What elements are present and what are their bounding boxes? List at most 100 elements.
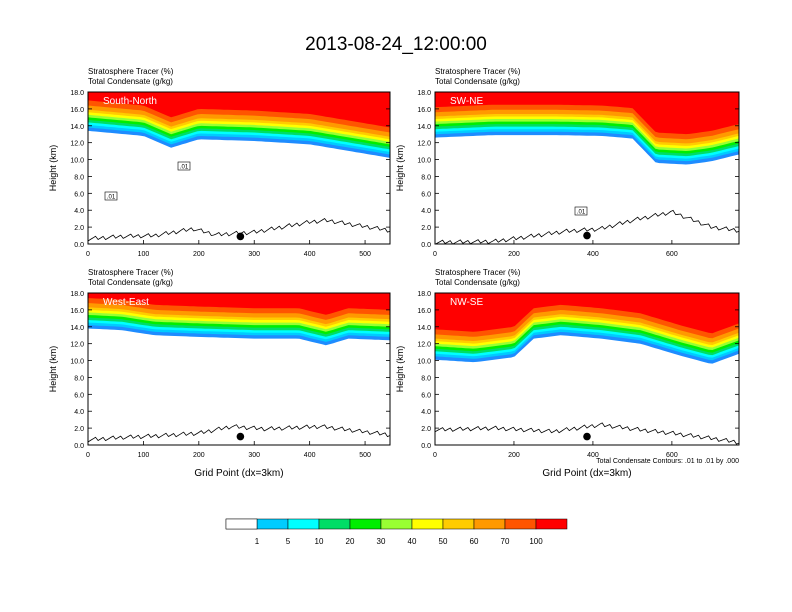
plot-area — [435, 293, 739, 445]
y-tick-label: 0.0 — [74, 443, 84, 450]
y-tick-label: 12.0 — [70, 141, 84, 148]
y-tick-label: 12.0 — [417, 141, 431, 148]
x-tick-label: 400 — [304, 251, 316, 258]
colorbar-segment — [318, 518, 351, 530]
y-tick-label: 12.0 — [70, 342, 84, 349]
field-label: Stratosphere Tracer (%) — [435, 67, 521, 76]
y-tick-label: 16.0 — [70, 308, 84, 315]
x-tick-label: 400 — [587, 452, 599, 459]
x-tick-label: 200 — [508, 452, 520, 459]
terrain-line — [435, 209, 739, 244]
y-tick-label: 18.0 — [417, 90, 431, 97]
colorbar-tick-label: 20 — [346, 537, 355, 546]
y-tick-label: 14.0 — [417, 124, 431, 131]
x-tick-label: 200 — [193, 452, 205, 459]
y-tick-label: 14.0 — [417, 325, 431, 332]
panel-label: SW-NE — [450, 96, 483, 107]
x-axis-label: Grid Point (dx=3km) — [542, 468, 631, 479]
y-tick-label: 2.0 — [74, 426, 84, 433]
x-tick-label: 600 — [666, 251, 678, 258]
y-tick-label: 8.0 — [421, 174, 431, 181]
colorbar-tick-label: 50 — [439, 537, 448, 546]
y-tick-label: 2.0 — [421, 426, 431, 433]
y-tick-label: 8.0 — [74, 174, 84, 181]
y-tick-label: 18.0 — [70, 90, 84, 97]
colorbar-segment — [225, 518, 258, 530]
colorbar-segment — [411, 518, 444, 530]
plot-area — [435, 92, 739, 244]
colorbar: 1 5 10 20 30 40 50 60 70 100 — [225, 518, 568, 546]
y-tick-label: 6.0 — [421, 191, 431, 198]
x-tick-label: 200 — [508, 251, 520, 258]
y-tick-label: 12.0 — [417, 342, 431, 349]
y-tick-label: 10.0 — [417, 359, 431, 366]
y-tick-label: 14.0 — [70, 325, 84, 332]
colorbar-segment — [504, 518, 537, 530]
contour-label-box — [574, 206, 588, 216]
y-tick-label: 18.0 — [70, 291, 84, 298]
location-marker — [583, 432, 591, 441]
y-tick-label: 0.0 — [421, 242, 431, 249]
terrain-line — [435, 422, 739, 445]
plot-frame — [87, 292, 391, 446]
location-marker — [236, 232, 245, 241]
contour-label: Total Condensate (g/kg) — [435, 77, 520, 86]
y-tick-label: 10.0 — [417, 158, 431, 165]
x-axis-label: Grid Point (dx=3km) — [194, 468, 283, 479]
tracer-band-100 — [88, 293, 390, 315]
y-tick-label: 0.0 — [74, 242, 84, 249]
x-tick-label: 500 — [359, 452, 371, 459]
x-tick-label: 500 — [359, 251, 371, 258]
contour-note: Total Condensate Contours: .01 to .01 by… — [596, 458, 739, 465]
colorbar-tick-label: 100 — [529, 537, 543, 546]
contour-label-text: .01 — [577, 210, 586, 216]
contour-label-box — [104, 191, 118, 201]
y-tick-label: 6.0 — [74, 191, 84, 198]
y-tick-label: 6.0 — [74, 392, 84, 399]
field-label: Stratosphere Tracer (%) — [435, 268, 521, 277]
x-tick-label: 400 — [304, 452, 316, 459]
y-tick-label: 4.0 — [421, 409, 431, 416]
tracer-band-100 — [435, 293, 739, 334]
colorbar-segment — [473, 518, 506, 530]
x-tick-label: 200 — [193, 251, 205, 258]
tracer-band-100 — [435, 92, 739, 135]
y-tick-label: 4.0 — [74, 409, 84, 416]
x-tick-label: 0 — [433, 452, 437, 459]
y-tick-label: 14.0 — [70, 124, 84, 131]
y-tick-label: 10.0 — [70, 158, 84, 165]
x-tick-label: 100 — [138, 452, 150, 459]
colorbar-segment — [287, 518, 320, 530]
panel-sw-ne: SW-NE Stratosphere Tracer (%)Total Conden… — [395, 67, 740, 258]
plot-area — [88, 92, 390, 242]
colorbar-segment — [256, 518, 289, 530]
x-tick-label: 600 — [666, 452, 678, 459]
colorbar-tick-label: 60 — [470, 537, 479, 546]
contour-label-box — [177, 161, 191, 171]
x-tick-label: 0 — [86, 452, 90, 459]
tracer-band-100 — [88, 92, 390, 128]
colorbar-tick-label: 40 — [408, 537, 417, 546]
y-tick-label: 2.0 — [74, 225, 84, 232]
plot-frame — [434, 292, 740, 446]
y-tick-label: 0.0 — [421, 443, 431, 450]
x-tick-label: 0 — [433, 251, 437, 258]
panel-label: NW-SE — [450, 297, 483, 308]
location-marker — [236, 432, 245, 441]
contour-label-text: .01 — [180, 165, 189, 171]
colorbar-tick-label: 10 — [315, 537, 324, 546]
colorbar-tick-label: 70 — [501, 537, 510, 546]
x-tick-label: 300 — [248, 251, 260, 258]
location-marker — [583, 231, 591, 240]
colorbar-tick-label: 30 — [377, 537, 386, 546]
y-tick-label: 16.0 — [417, 107, 431, 114]
y-tick-label: 8.0 — [74, 375, 84, 382]
contour-label: Total Condensate (g/kg) — [435, 278, 520, 287]
figure-title: 2013-08-24_12:00:00 — [305, 34, 487, 55]
y-axis-label: Height (km) — [48, 145, 58, 192]
y-tick-label: 16.0 — [70, 107, 84, 114]
y-tick-label: 2.0 — [421, 225, 431, 232]
